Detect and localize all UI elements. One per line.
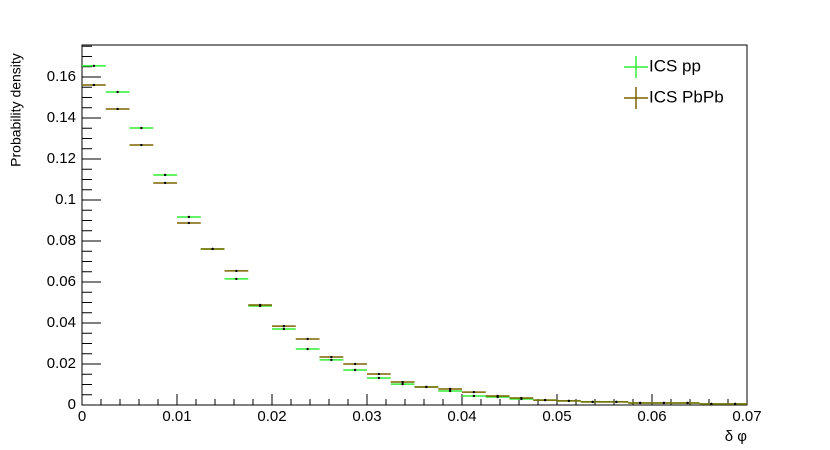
bin-point — [187, 221, 191, 225]
bin-point — [638, 401, 642, 405]
bin-point — [686, 401, 689, 405]
x-tick-label: 0.03 — [352, 408, 381, 425]
bin-point — [235, 277, 238, 281]
bin-point — [282, 327, 286, 331]
bin-point — [496, 394, 499, 398]
bin-point — [306, 337, 309, 341]
bin-point — [591, 400, 594, 404]
bin-point — [163, 173, 167, 177]
bin-point — [140, 126, 143, 130]
bin-point — [543, 398, 547, 402]
y-tick-label: 0.1 — [55, 191, 76, 208]
bin-point — [140, 143, 143, 147]
bin-point — [330, 358, 333, 362]
x-axis-label: δ φ — [725, 428, 748, 445]
bin-point — [235, 269, 238, 273]
bin-point — [377, 372, 381, 376]
y-tick-label: 0.12 — [47, 150, 76, 167]
bin-point — [733, 402, 737, 406]
bin-point — [425, 385, 428, 389]
y-tick-label: 0.06 — [47, 273, 76, 290]
x-tick-label: 0.02 — [257, 408, 286, 425]
y-tick-label: 0.16 — [47, 68, 76, 85]
bin-point — [401, 382, 404, 386]
bin-point — [448, 387, 452, 391]
x-tick-label: 0.06 — [637, 408, 666, 425]
bin-point — [401, 380, 404, 384]
bin-point — [615, 400, 618, 404]
bin-point — [306, 347, 309, 351]
x-tick-label: 0 — [78, 408, 86, 425]
x-tick-label: 0.05 — [542, 408, 571, 425]
plot-frame — [81, 44, 748, 406]
bin-point — [377, 376, 381, 380]
bin-point — [330, 355, 333, 359]
x-tick-label: 0.01 — [162, 408, 191, 425]
y-tick-label: 0.02 — [47, 355, 76, 372]
bin-point — [163, 181, 167, 185]
x-tick-label: 0.07 — [732, 408, 761, 425]
y-tick-label: 0.04 — [47, 314, 76, 331]
bin-point — [662, 401, 666, 405]
bin-point — [187, 215, 191, 219]
bin-point — [258, 303, 262, 307]
legend-label: ICS PbPb — [649, 87, 724, 106]
bin-point — [92, 83, 96, 87]
bin-point — [472, 390, 476, 394]
y-tick-label: 0.08 — [47, 232, 76, 249]
bin-point — [116, 107, 119, 111]
bin-point — [211, 247, 214, 251]
legend-label: ICS pp — [649, 56, 701, 75]
bin-point — [353, 362, 357, 366]
bin-point — [448, 389, 452, 393]
y-axis-label: Probability density — [8, 53, 24, 167]
y-tick-label: 0 — [68, 396, 76, 413]
bin-point — [282, 324, 286, 328]
bin-point — [520, 396, 523, 400]
bin-point — [92, 64, 96, 68]
bin-point — [710, 402, 713, 406]
x-tick-label: 0.04 — [447, 408, 476, 425]
y-tick-label: 0.14 — [47, 109, 76, 126]
bin-point — [116, 90, 119, 94]
bin-point — [353, 368, 357, 372]
bin-point — [567, 399, 571, 403]
bin-point — [472, 394, 476, 398]
